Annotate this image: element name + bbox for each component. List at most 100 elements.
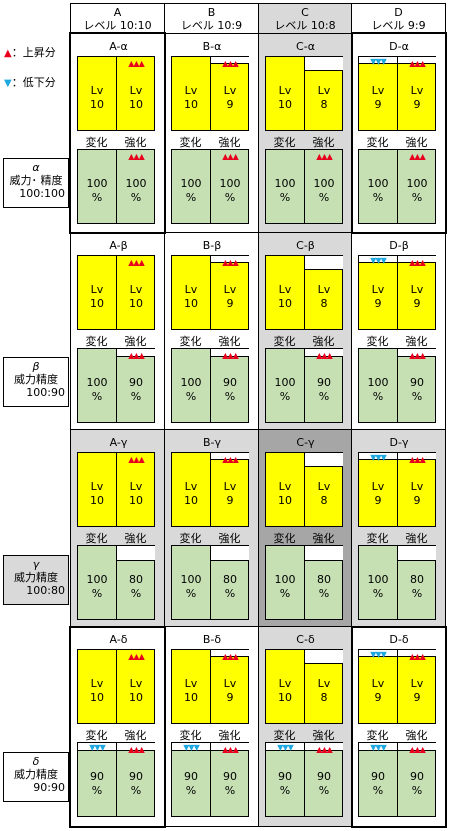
percent-value: 100% (172, 573, 210, 601)
row-label-text: 威力精度 (14, 768, 58, 781)
percent-gauge: 100% ▲▲▲ 100% (265, 149, 343, 224)
percent-up-marks: ▲▲▲ (128, 745, 144, 754)
percent-value: 100% (172, 376, 210, 404)
level-value: Lv 10 (172, 84, 210, 112)
percent-sign: % (91, 390, 103, 403)
percent-number: 90 (317, 376, 331, 389)
gauge-divider (210, 57, 211, 130)
percent-number: 80 (129, 573, 143, 586)
level-gauge: Lv 10 ▲▲▲ Lv 10 (77, 56, 155, 131)
percent-gap (78, 743, 116, 751)
percent-up-marks: ▲▲▲ (316, 745, 332, 754)
boost-label: 強化 (218, 729, 241, 742)
level-gap (305, 650, 343, 664)
boost-label: 強化 (218, 532, 241, 545)
percent-gauge: 100% ▲▲▲ 100% (171, 149, 249, 224)
lv-label: Lv (410, 283, 424, 296)
percent-number: 100 (274, 573, 296, 586)
gauge-divider (210, 256, 211, 329)
level-value: Lv 9 (359, 84, 397, 112)
percent-number: 90 (129, 770, 143, 783)
gauge-divider (210, 150, 211, 223)
percent-value: 90% (398, 376, 436, 404)
level-value: Lv 10 (78, 84, 116, 112)
percent-value: 100% (359, 376, 397, 404)
lv-label: Lv (90, 677, 104, 690)
percent-number: 90 (371, 770, 385, 783)
lv-number: 10 (90, 98, 104, 111)
level-value: Lv 9 (398, 84, 436, 112)
percent-gap (398, 743, 436, 751)
percent-gauge: ▼▼▼ 90% ▲▲▲ 90% (77, 742, 155, 817)
percent-value: 80% (305, 573, 343, 601)
gauge-divider (116, 743, 117, 816)
gauge-divider (304, 546, 305, 619)
lv-label: Lv (371, 283, 385, 296)
gauge-divider (210, 743, 211, 816)
change-label: 変化 (366, 136, 389, 149)
level-gauge: Lv 10 ▲▲▲ Lv 10 (77, 452, 155, 527)
level-gauge: ▼▼▼ Lv 9 ▲▲▲ Lv 9 (358, 255, 436, 330)
level-gap (305, 256, 343, 270)
boost-label: 強化 (124, 335, 147, 348)
percent-value: 90% (117, 770, 155, 798)
percent-gap (172, 743, 210, 751)
gauge-divider (210, 453, 211, 526)
level-gauge: ▼▼▼ Lv 9 ▲▲▲ Lv 9 (358, 452, 436, 527)
gauge-divider (116, 256, 117, 329)
level-value: Lv 10 (172, 677, 210, 705)
percent-gap (211, 349, 249, 357)
percent-sign: % (318, 784, 330, 797)
level-down-marks: ▼▼▼ (370, 453, 386, 462)
row-ratio: 100:90 (26, 386, 65, 399)
lv-label: Lv (371, 677, 385, 690)
percent-value: 100% (398, 177, 436, 205)
percent-up-marks: ▲▲▲ (316, 152, 332, 161)
lv-number: 8 (320, 297, 328, 310)
level-up-marks: ▲▲▲ (222, 455, 238, 464)
lv-label: Lv (371, 84, 385, 97)
percent-value: 80% (398, 573, 436, 601)
percent-sign: % (224, 784, 236, 797)
lv-number: 10 (90, 691, 104, 704)
lv-number: 10 (129, 494, 143, 507)
percent-sign: % (411, 587, 423, 600)
percent-value: 90% (78, 770, 116, 798)
percent-sign: % (224, 191, 236, 204)
level-gauge: Lv 10 Lv 8 (265, 649, 343, 724)
percent-up-marks: ▲▲▲ (222, 745, 238, 754)
level-gauge: Lv 10 ▲▲▲ Lv 9 (171, 56, 249, 131)
percent-number: 90 (90, 770, 104, 783)
percent-number: 90 (410, 770, 424, 783)
percent-up-marks: ▲▲▲ (409, 351, 425, 360)
gauge-divider (397, 150, 398, 223)
percent-gauge: 100% ▲▲▲ 90% (171, 348, 249, 423)
column-header-c: C レベル 10:8 (259, 3, 352, 33)
cell-name: A-δ (109, 633, 128, 646)
change-label: 変化 (179, 729, 202, 742)
percent-number: 100 (86, 376, 108, 389)
down-triangle-icon: ▼ (4, 78, 12, 89)
percent-sign: % (372, 191, 384, 204)
lv-number: 8 (320, 98, 328, 111)
row-label-3: γ 威力精度 100:80 (3, 555, 69, 605)
lv-number: 10 (129, 98, 143, 111)
percent-number: 100 (367, 376, 389, 389)
lv-number: 10 (184, 297, 198, 310)
lv-number: 8 (320, 494, 328, 507)
cell-d-1: D-α ▼▼▼ Lv 9 ▲▲▲ Lv 9 変化 強化 100% ▲▲▲ 100% (352, 33, 446, 233)
lv-number: 10 (184, 494, 198, 507)
boost-label: 強化 (218, 335, 241, 348)
boost-label: 強化 (124, 136, 147, 149)
boost-label: 強化 (312, 729, 335, 742)
gauge-divider (210, 546, 211, 619)
level-value: Lv 9 (211, 84, 249, 112)
percent-up-marks: ▲▲▲ (128, 152, 144, 161)
cell-c-1: C-α Lv 10 Lv 8 変化 強化 100% ▲▲▲ 100% (259, 33, 352, 233)
percent-number: 90 (410, 376, 424, 389)
percent-sign: % (185, 390, 197, 403)
level-up-marks: ▲▲▲ (128, 59, 144, 68)
cell-name: A-β (109, 239, 128, 252)
level-value: Lv 10 (78, 283, 116, 311)
percent-value: 100% (359, 177, 397, 205)
